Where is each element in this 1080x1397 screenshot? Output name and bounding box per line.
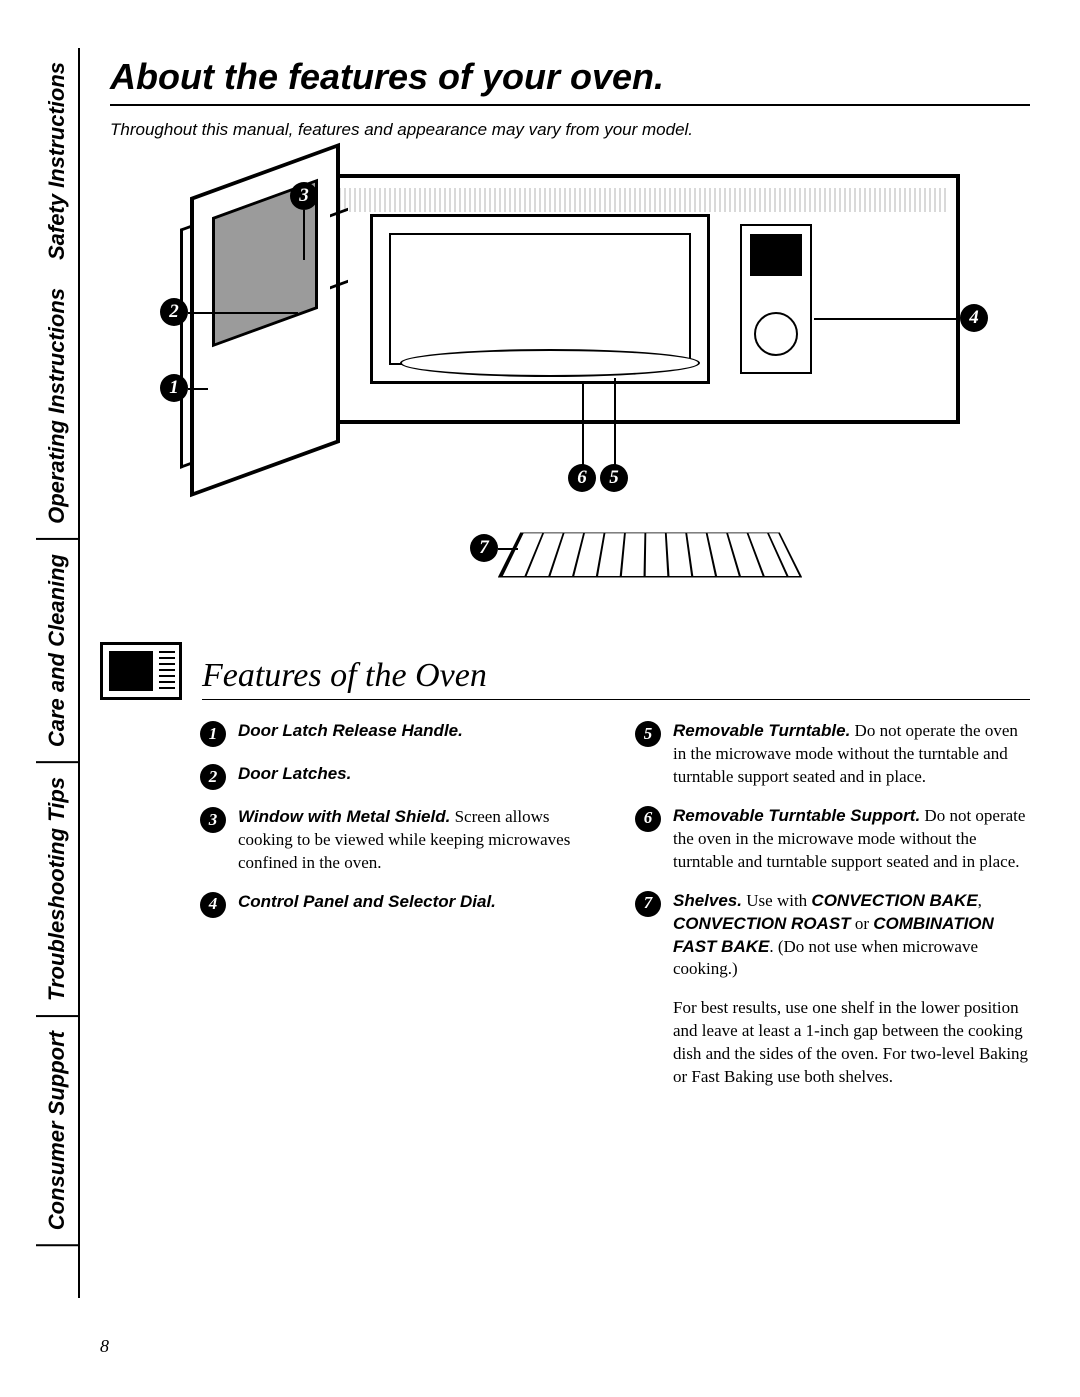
feature-text: Removable Turntable. Do not operate the …	[673, 720, 1030, 789]
feature-text: Removable Turntable Support. Do not oper…	[673, 805, 1030, 874]
rack-outline	[498, 532, 802, 577]
turntable-plate	[400, 349, 700, 377]
tab-care-and-cleaning[interactable]: Care and Cleaning	[36, 540, 78, 763]
control-panel-screen	[750, 234, 802, 276]
feature-number: 2	[200, 764, 226, 790]
feature-col-left: 1 Door Latch Release Handle. 2 Door Latches…	[200, 720, 595, 1089]
lead-3	[303, 210, 305, 260]
lead-6	[582, 384, 584, 466]
page-title: About the features of your oven.	[110, 56, 1030, 106]
feature-7-extra: For best results, use one shelf in the l…	[673, 997, 1030, 1089]
door-handle	[180, 225, 190, 469]
feature-columns: 1 Door Latch Release Handle. 2 Door Latches…	[200, 720, 1030, 1089]
feature-number: 3	[200, 807, 226, 833]
tab-operating-instructions[interactable]: Operating Instructions	[36, 274, 78, 540]
feature-number: 6	[635, 806, 661, 832]
feature-text: Control Panel and Selector Dial.	[238, 891, 496, 918]
feature-text: Door Latches.	[238, 763, 351, 790]
callout-7: 7	[470, 534, 498, 562]
callout-1: 1	[160, 374, 188, 402]
section-header-row: Features of the Oven	[100, 642, 1030, 700]
feature-item: 7 Shelves. Use with CONVECTION BAKE, CONV…	[635, 890, 1030, 982]
section-title: Features of the Oven	[202, 657, 1030, 700]
lead-1	[188, 388, 208, 390]
callout-5: 5	[600, 464, 628, 492]
feature-col-right: 5 Removable Turntable. Do not operate the…	[635, 720, 1030, 1089]
callout-6: 6	[568, 464, 596, 492]
feature-item: 1 Door Latch Release Handle.	[200, 720, 595, 747]
oven-cavity-inner	[389, 233, 691, 365]
model-vary-note: Throughout this manual, features and app…	[110, 120, 1030, 140]
tab-safety-instructions[interactable]: Safety Instructions	[36, 48, 78, 274]
oven-shelf-rack	[510, 514, 790, 592]
feature-number: 7	[635, 891, 661, 917]
feature-text: Window with Metal Shield. Screen allows …	[238, 806, 595, 875]
page-content: About the features of your oven. Through…	[110, 56, 1030, 1089]
lead-2a	[188, 312, 298, 314]
feature-item: 2 Door Latches.	[200, 763, 595, 790]
lead-4	[814, 318, 960, 320]
feature-text: Shelves. Use with CONVECTION BAKE, CONVE…	[673, 890, 1030, 982]
tab-consumer-support[interactable]: Consumer Support	[36, 1017, 78, 1246]
callout-2: 2	[160, 298, 188, 326]
feature-item: 6 Removable Turntable Support. Do not ope…	[635, 805, 1030, 874]
selector-dial	[754, 312, 798, 356]
side-tabs: Safety Instructions Operating Instructio…	[36, 48, 80, 1298]
lead-7	[498, 548, 518, 550]
feature-number: 1	[200, 721, 226, 747]
microwave-icon	[100, 642, 182, 700]
tab-troubleshooting-tips[interactable]: Troubleshooting Tips	[36, 763, 78, 1017]
control-panel	[740, 224, 812, 374]
feature-number: 4	[200, 892, 226, 918]
feature-item: 4 Control Panel and Selector Dial.	[200, 891, 595, 918]
feature-item: 5 Removable Turntable. Do not operate the…	[635, 720, 1030, 789]
feature-number: 5	[635, 721, 661, 747]
feature-item: 3 Window with Metal Shield. Screen allows…	[200, 806, 595, 875]
lead-5	[614, 378, 616, 466]
callout-4: 4	[960, 304, 988, 332]
page-number: 8	[100, 1336, 109, 1357]
oven-diagram: 1 2 3 4 5 6 7	[130, 164, 990, 624]
callout-3: 3	[290, 182, 318, 210]
feature-text: Door Latch Release Handle.	[238, 720, 463, 747]
